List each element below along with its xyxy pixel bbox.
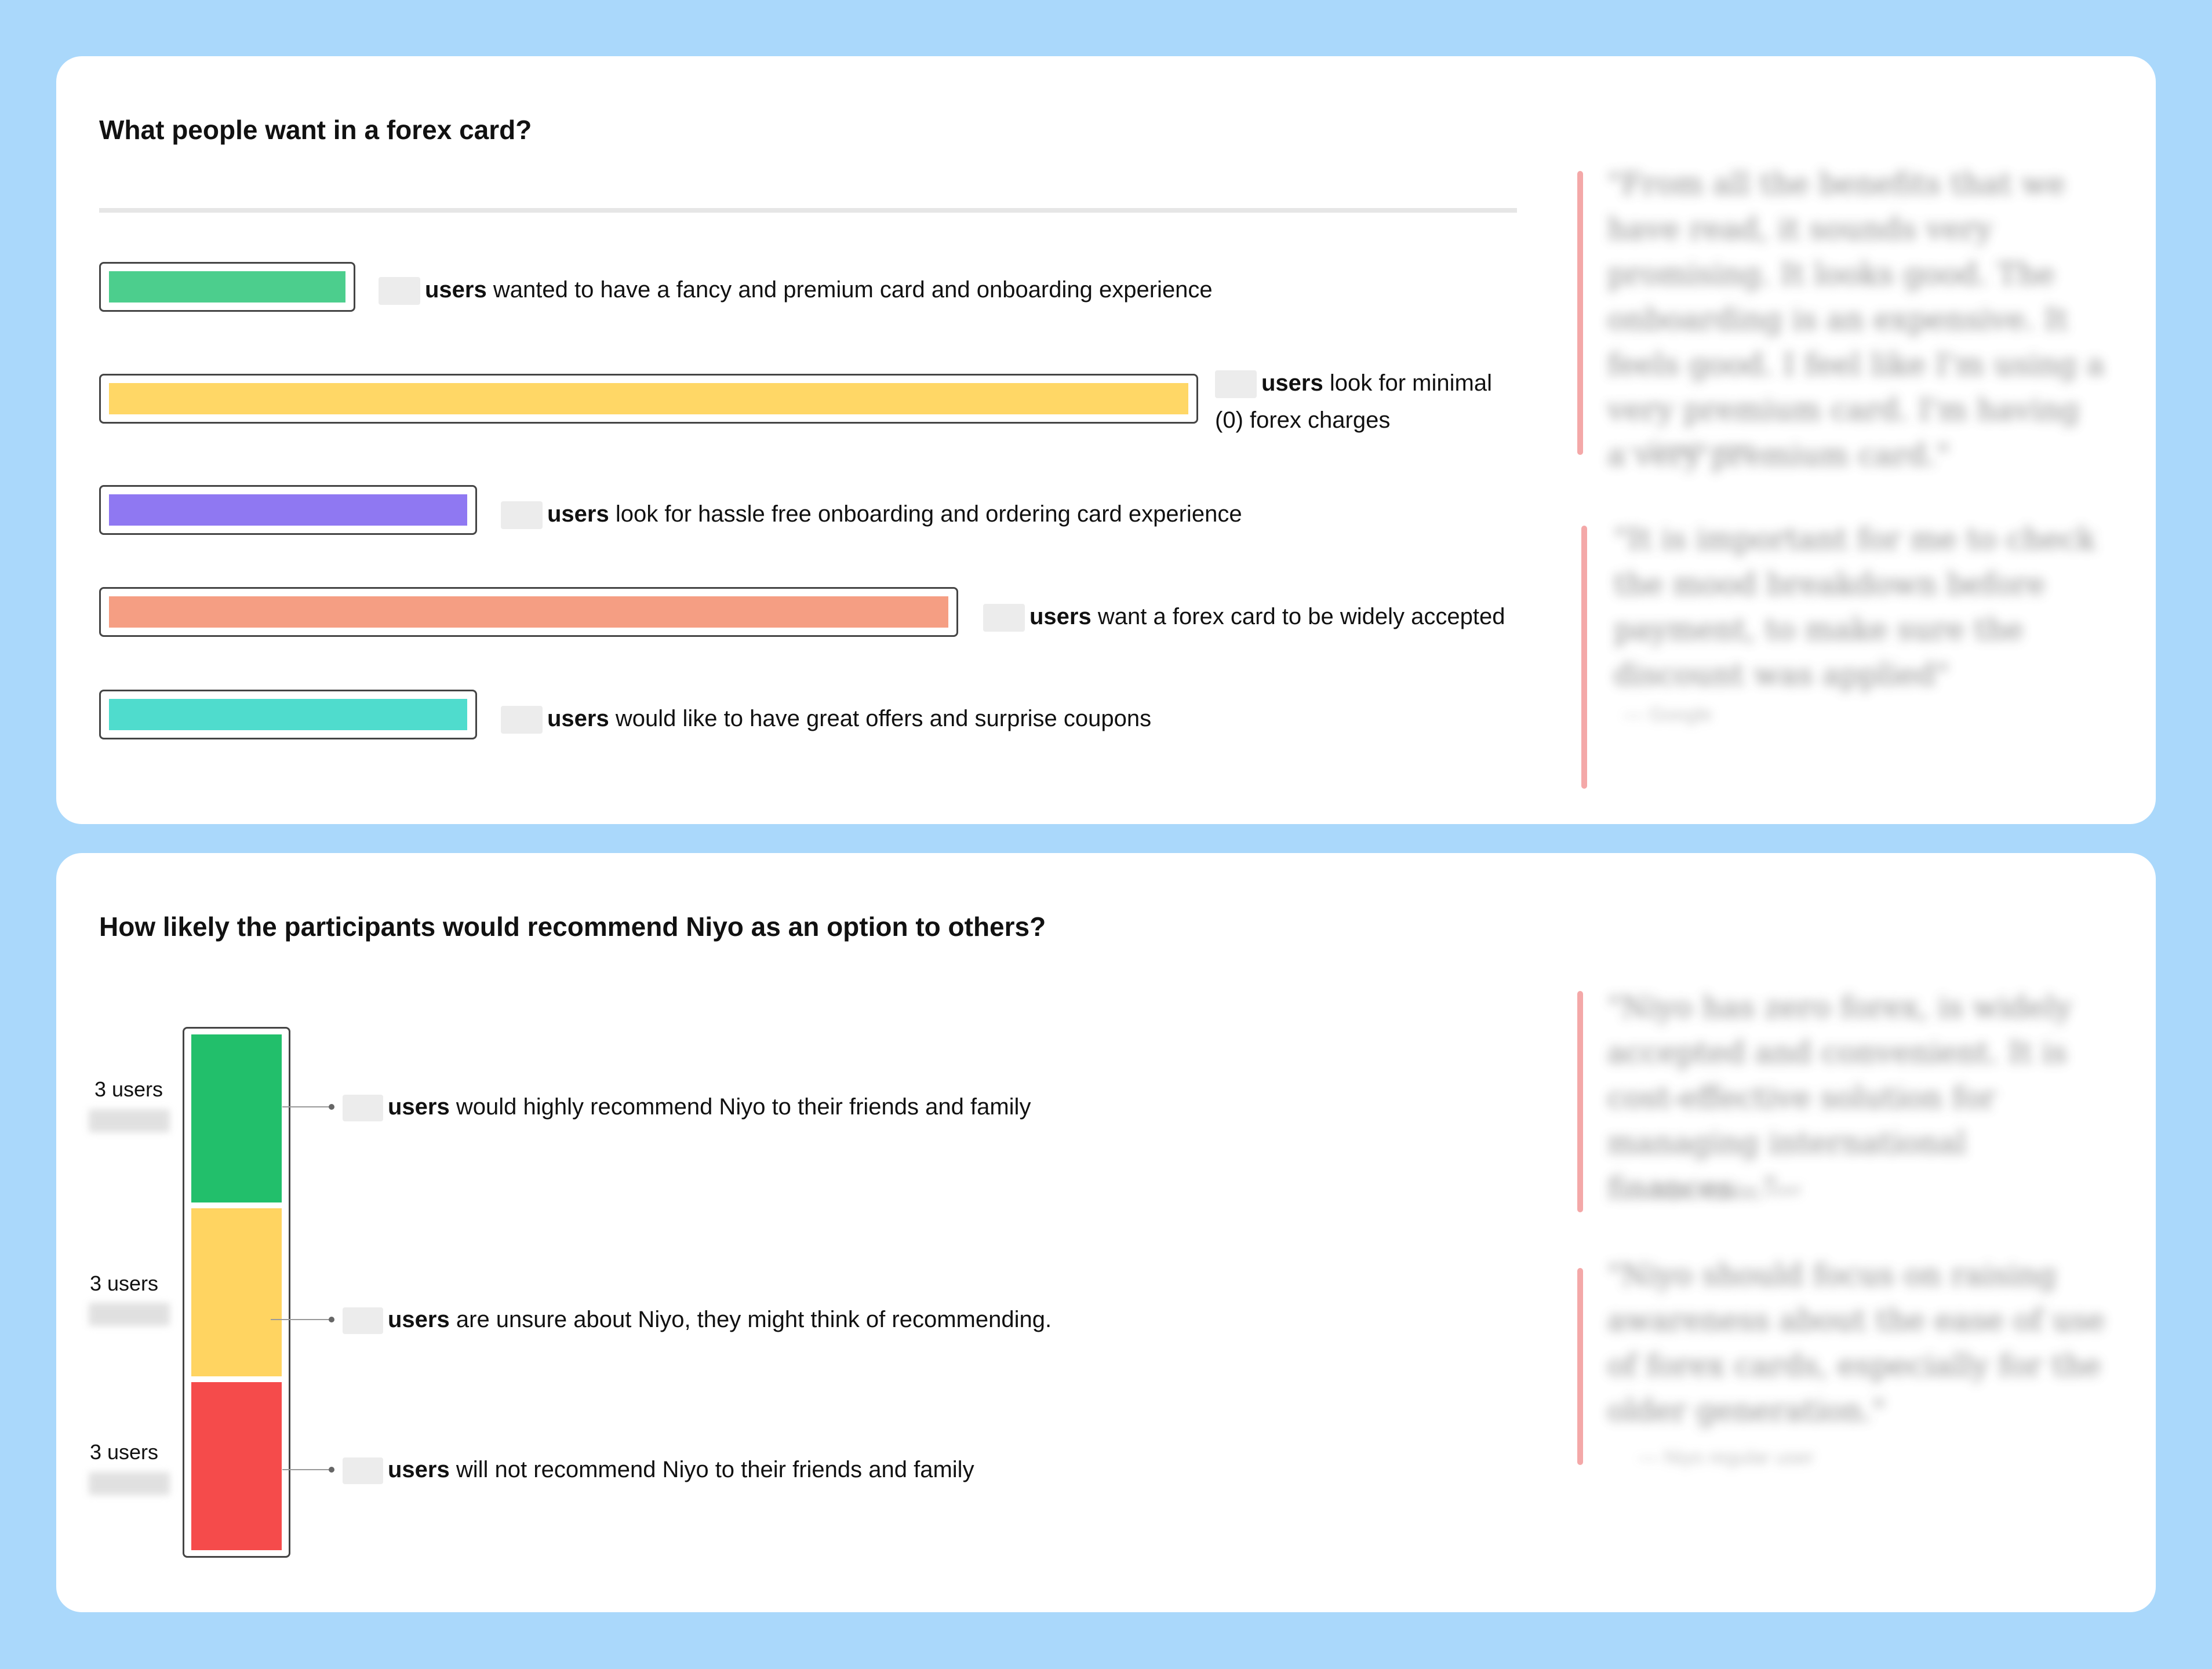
quote-author: — Google <box>1624 704 1713 726</box>
bar-label-offers: users would like to have great offers an… <box>501 700 1151 737</box>
redacted-count <box>501 706 543 734</box>
segment-percent-redacted <box>89 1472 170 1495</box>
forex-wants-card: What people want in a forex card? users … <box>56 56 2156 824</box>
recommendation-card: How likely the participants would recomm… <box>56 853 2156 1612</box>
segment-percent-redacted <box>89 1109 170 1132</box>
forex-bar-fill-1 <box>109 383 1188 414</box>
bar-label-users: users <box>425 277 487 303</box>
segment-label-recommend: users would highly recommend Niyo to the… <box>343 1088 1031 1125</box>
forex-bar-fill-0 <box>109 271 345 303</box>
quote-author: — Niyo regular user <box>1627 1179 1803 1201</box>
leader-line <box>271 1319 332 1320</box>
redacted-count <box>343 1307 383 1335</box>
segment-label-text: would highly recommend Niyo to their fri… <box>456 1094 1031 1120</box>
leader-line <box>282 1469 332 1470</box>
segment-count-label: 3 users <box>94 1077 163 1101</box>
recommend-segment-1 <box>191 1208 282 1376</box>
segment-label-text: will not recommend Niyo to their friends… <box>456 1457 974 1482</box>
quote-author: — Google user <box>1621 436 1754 458</box>
bar-label-forex-charges: users look for minimal (0) forex charges <box>1215 365 1516 439</box>
redacted-count <box>501 501 543 530</box>
quote-accent-bar <box>1577 991 1583 1212</box>
redacted-count <box>343 1457 383 1485</box>
redacted-count <box>343 1095 383 1122</box>
bar-label-hassle-free: users look for hassle free onboarding an… <box>501 495 1242 533</box>
quote-accent-bar <box>1577 171 1583 455</box>
forex-bar-1 <box>99 374 1198 424</box>
segment-count-label: 3 users <box>89 1271 158 1295</box>
leader-dot <box>329 1317 334 1322</box>
bar-label-text-line2: (0) forex charges <box>1215 407 1391 433</box>
forex-bar-2 <box>99 485 477 535</box>
forex-bar-0 <box>99 262 355 312</box>
card-title: How likely the participants would recomm… <box>99 912 1046 942</box>
quote-accent-bar <box>1577 1268 1583 1465</box>
quote-text: "Niyo has zero forex, is widely accepted… <box>1607 990 2072 1206</box>
leader-line <box>282 1106 332 1107</box>
segment-label-unsure: users are unsure about Niyo, they might … <box>343 1301 1052 1338</box>
segment-label-users: users <box>388 1457 450 1482</box>
forex-bar-fill-4 <box>109 699 467 730</box>
redacted-count <box>1215 370 1257 399</box>
segment-percent-redacted <box>89 1303 170 1326</box>
bar-label-users: users <box>547 706 609 731</box>
card-title: What people want in a forex card? <box>99 115 532 145</box>
redacted-count <box>379 277 420 305</box>
quote-accent-bar <box>1581 526 1587 789</box>
leader-dot <box>329 1467 334 1473</box>
segment-count-label: 3 users <box>89 1440 158 1464</box>
quote-text: "It is important for me to check the moo… <box>1614 522 2096 693</box>
segment-label-not-recommend: users will not recommend Niyo to their f… <box>343 1451 974 1488</box>
redacted-count <box>983 604 1025 632</box>
bar-label-premium: users wanted to have a fancy and premium… <box>379 271 1213 308</box>
bar-label-text: look for minimal <box>1329 370 1492 396</box>
bar-label-text: would like to have great offers and surp… <box>615 706 1152 731</box>
bar-label-text: wanted to have a fancy and premium card … <box>493 277 1213 303</box>
bar-label-users: users <box>1029 604 1092 629</box>
quote-author: — Niyo regular user <box>1639 1446 1814 1468</box>
recommend-segment-0 <box>191 1034 282 1202</box>
bar-label-widely-accepted: users want a forex card to be widely acc… <box>983 598 1505 635</box>
forex-bar-3 <box>99 587 958 637</box>
segment-label-users: users <box>388 1307 450 1332</box>
forex-bar-4 <box>99 690 477 739</box>
forex-bar-fill-2 <box>109 494 467 526</box>
quote-text: "From all the benefits that we have read… <box>1607 167 2105 473</box>
segment-label-users: users <box>388 1094 450 1120</box>
segment-label-text: are unsure about Niyo, they might think … <box>456 1307 1052 1332</box>
bar-label-users: users <box>1261 370 1323 396</box>
quote-text: "Niyo should focus on raising awareness … <box>1607 1258 2105 1429</box>
leader-dot <box>329 1104 334 1110</box>
bar-label-users: users <box>547 501 609 527</box>
divider <box>99 208 1517 213</box>
bar-label-text: look for hassle free onboarding and orde… <box>615 501 1242 527</box>
forex-bar-fill-3 <box>109 596 948 628</box>
recommend-segment-2 <box>191 1382 282 1550</box>
bar-label-text: want a forex card to be widely accepted <box>1097 604 1505 629</box>
recommendation-stacked-bar <box>183 1027 290 1558</box>
